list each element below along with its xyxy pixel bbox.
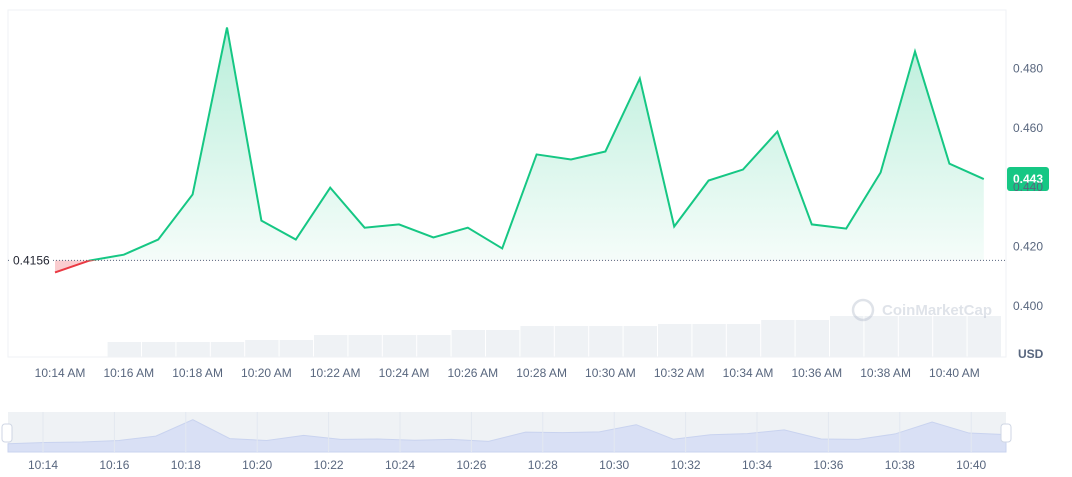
- navigator-label: 10:30: [599, 458, 629, 472]
- volume-bar: [210, 342, 245, 357]
- volume-bar: [142, 342, 176, 357]
- volume-bar: [898, 316, 933, 357]
- plot-frame: [7, 9, 1007, 358]
- baseline-label-bg: [10, 251, 52, 270]
- x-tick-label: 10:24 AM: [379, 366, 430, 380]
- x-tick-label: 10:36 AM: [791, 366, 842, 380]
- x-tick-label: 10:28 AM: [516, 366, 567, 380]
- navigator-handle[interactable]: [1000, 423, 1012, 443]
- volume-bar: [382, 335, 417, 357]
- navigator-label: 10:16: [99, 458, 129, 472]
- x-tick-label: 10:30 AM: [585, 366, 636, 380]
- volume-bar: [692, 324, 726, 357]
- navigator-label: 10:24: [385, 458, 415, 472]
- volume-bar: [726, 324, 761, 357]
- baseline-label: 0.4156: [13, 253, 50, 267]
- x-tick-label: 10:26 AM: [447, 366, 498, 380]
- navigator-label: 10:26: [456, 458, 486, 472]
- area-above: [91, 27, 984, 261]
- navigator-label: 10:14: [28, 458, 58, 472]
- currency-label: USD: [1018, 347, 1044, 361]
- y-tick-label: 0.460: [1013, 121, 1043, 135]
- volume-bar: [830, 316, 864, 357]
- volume-bar: [967, 316, 1001, 357]
- navigator-label: 10:20: [242, 458, 272, 472]
- x-tick-label: 10:38 AM: [860, 366, 911, 380]
- navigator-label: 10:38: [885, 458, 915, 472]
- volume-bar: [314, 335, 348, 357]
- x-tick-label: 10:18 AM: [172, 366, 223, 380]
- volume-bar: [176, 342, 210, 357]
- watermark-text: CoinMarketCap: [882, 302, 992, 319]
- x-tick-label: 10:14 AM: [35, 366, 86, 380]
- price-line: [87, 27, 985, 261]
- navigator-label: 10:32: [671, 458, 701, 472]
- navigator-label: 10:18: [171, 458, 201, 472]
- volume-bar: [589, 326, 623, 357]
- volume-bar: [795, 320, 829, 357]
- x-tick-label: 10:40 AM: [929, 366, 980, 380]
- navigator-label: 10:34: [742, 458, 772, 472]
- x-tick-label: 10:16 AM: [103, 366, 154, 380]
- volume-bar: [864, 316, 898, 357]
- current-price-label: 0.443: [1013, 172, 1043, 186]
- y-tick-label: 0.420: [1013, 239, 1043, 253]
- volume-bar: [520, 326, 554, 357]
- navigator-label: 10:36: [813, 458, 843, 472]
- volume-bar: [761, 320, 795, 357]
- current-price-tag: [1007, 167, 1049, 192]
- volume-bar: [486, 330, 520, 357]
- navigator-handle[interactable]: [1, 423, 13, 443]
- x-tick-label: 10:22 AM: [310, 366, 361, 380]
- volume-bar: [933, 316, 967, 357]
- volume-bar: [554, 326, 589, 357]
- volume-bar: [348, 335, 382, 357]
- navigator-label: 10:22: [314, 458, 344, 472]
- x-tick-label: 10:34 AM: [723, 366, 774, 380]
- volume-bar: [279, 340, 313, 357]
- navigator-label: 10:28: [528, 458, 558, 472]
- volume-bar: [658, 324, 692, 357]
- volume-bar: [245, 340, 279, 357]
- y-tick-label: 0.480: [1013, 61, 1043, 75]
- volume-bar: [107, 342, 141, 357]
- x-tick-label: 10:20 AM: [241, 366, 292, 380]
- x-tick-label: 10:32 AM: [654, 366, 705, 380]
- volume-bar: [451, 330, 485, 357]
- watermark: CoinMarketCap: [851, 298, 992, 322]
- y-tick-label: 0.440: [1013, 180, 1043, 194]
- volume-bar: [417, 335, 451, 357]
- navigator-label: 10:40: [956, 458, 986, 472]
- y-tick-label: 0.400: [1013, 299, 1043, 313]
- volume-bar: [623, 326, 657, 357]
